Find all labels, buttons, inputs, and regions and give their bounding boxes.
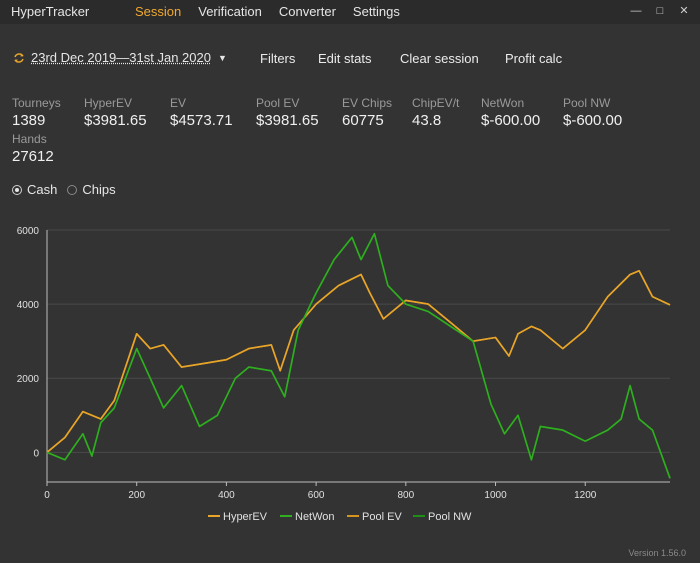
stat-hyperev: HyperEV $3981.65 xyxy=(84,96,147,129)
x-tick-label: 1200 xyxy=(574,490,597,501)
chevron-down-icon: ▼ xyxy=(217,52,227,63)
stat-label: Pool EV xyxy=(256,96,300,110)
stat-label: HyperEV xyxy=(84,96,133,110)
menu-settings[interactable]: Settings xyxy=(352,4,400,19)
date-range-label: 23rd Dec 2019—31st Jan 2020 xyxy=(31,50,211,65)
legend-label: Pool NW xyxy=(428,511,472,523)
stat-value: $-600.00 xyxy=(481,112,541,129)
stat-label: EV Chips xyxy=(342,96,393,110)
y-tick-label: 4000 xyxy=(17,300,40,311)
series-line-pool-ev xyxy=(46,269,671,454)
stat-value: 43.8 xyxy=(412,112,442,129)
legend-label: Pool EV xyxy=(362,511,402,523)
stat-netwon: NetWon $-600.00 xyxy=(481,96,540,129)
stat-value: $3981.65 xyxy=(84,112,147,129)
stat-chipev-per-tourney: ChipEV/t 43.8 xyxy=(412,96,459,129)
stat-value: 60775 xyxy=(342,112,384,129)
legend-label: NetWon xyxy=(295,511,335,523)
series-line-netwon xyxy=(46,232,671,479)
menu-verification[interactable]: Verification xyxy=(198,4,262,19)
minimize-icon[interactable]: — xyxy=(630,5,642,17)
stat-label: EV xyxy=(170,96,187,110)
stat-label: Tourneys xyxy=(12,96,61,110)
legend-label: HyperEV xyxy=(223,511,268,523)
y-tick-label: 0 xyxy=(33,448,39,459)
x-tick-label: 200 xyxy=(128,490,145,501)
chips-radio[interactable]: Chips xyxy=(67,182,116,197)
title-bar: HyperTracker Session Verification Conver… xyxy=(0,0,700,24)
stat-pool-ev: Pool EV $3981.65 xyxy=(256,96,319,129)
close-icon[interactable]: ✕ xyxy=(679,5,689,17)
stat-tourneys: Tourneys 1389 xyxy=(12,96,61,129)
series-line-hyperev xyxy=(46,269,671,454)
version-label: Version 1.56.0 xyxy=(628,548,686,558)
x-tick-label: 1000 xyxy=(484,490,507,501)
stat-label: Pool NW xyxy=(563,96,611,110)
menu-session[interactable]: Session xyxy=(135,4,182,19)
radio-unselected-icon xyxy=(67,184,78,195)
menu-converter[interactable]: Converter xyxy=(278,4,336,19)
stat-ev: EV $4573.71 xyxy=(170,96,233,129)
app-title: HyperTracker xyxy=(11,4,90,19)
main-menu: Session Verification Converter Settings xyxy=(135,4,417,19)
stat-value: 27612 xyxy=(12,148,54,165)
stat-value: $3981.65 xyxy=(256,112,319,129)
y-tick-label: 2000 xyxy=(17,374,40,385)
refresh-icon xyxy=(14,52,24,63)
session-toolbar: 23rd Dec 2019—31st Jan 2020 ▼ Filters Ed… xyxy=(0,44,700,74)
profit-chart: 0 2000 4000 6000 0 200 400 600 800 1000 1200 HyperE… xyxy=(17,226,671,523)
stat-hands: Hands 27612 xyxy=(12,132,54,165)
x-tick-label: 800 xyxy=(397,490,414,501)
mode-radio-group: Cash Chips xyxy=(12,182,126,197)
stat-label: Hands xyxy=(12,132,47,146)
cash-radio-label: Cash xyxy=(27,182,58,197)
y-tick-label: 6000 xyxy=(17,226,40,237)
chips-radio-label: Chips xyxy=(82,182,116,197)
profit-calc-button[interactable]: Profit calc xyxy=(505,51,563,66)
x-tick-label: 600 xyxy=(308,490,325,501)
stat-label: ChipEV/t xyxy=(412,96,460,110)
edit-stats-button[interactable]: Edit stats xyxy=(318,51,372,66)
stat-value: 1389 xyxy=(12,112,46,129)
stat-ev-chips: EV Chips 60775 xyxy=(342,96,392,129)
radio-selected-icon xyxy=(12,184,22,195)
stat-pool-nw: Pool NW $-600.00 xyxy=(563,96,622,129)
filters-button[interactable]: Filters xyxy=(260,51,296,66)
stat-value: $-600.00 xyxy=(563,112,623,129)
date-range-picker[interactable]: 23rd Dec 2019—31st Jan 2020 ▼ xyxy=(13,50,227,65)
x-tick-label: 0 xyxy=(44,490,50,501)
x-tick-label: 400 xyxy=(218,490,235,501)
clear-session-button[interactable]: Clear session xyxy=(400,51,479,66)
maximize-icon[interactable]: □ xyxy=(656,5,664,17)
stat-label: NetWon xyxy=(481,96,525,110)
stat-value: $4573.71 xyxy=(170,112,233,129)
cash-radio[interactable]: Cash xyxy=(12,182,57,197)
